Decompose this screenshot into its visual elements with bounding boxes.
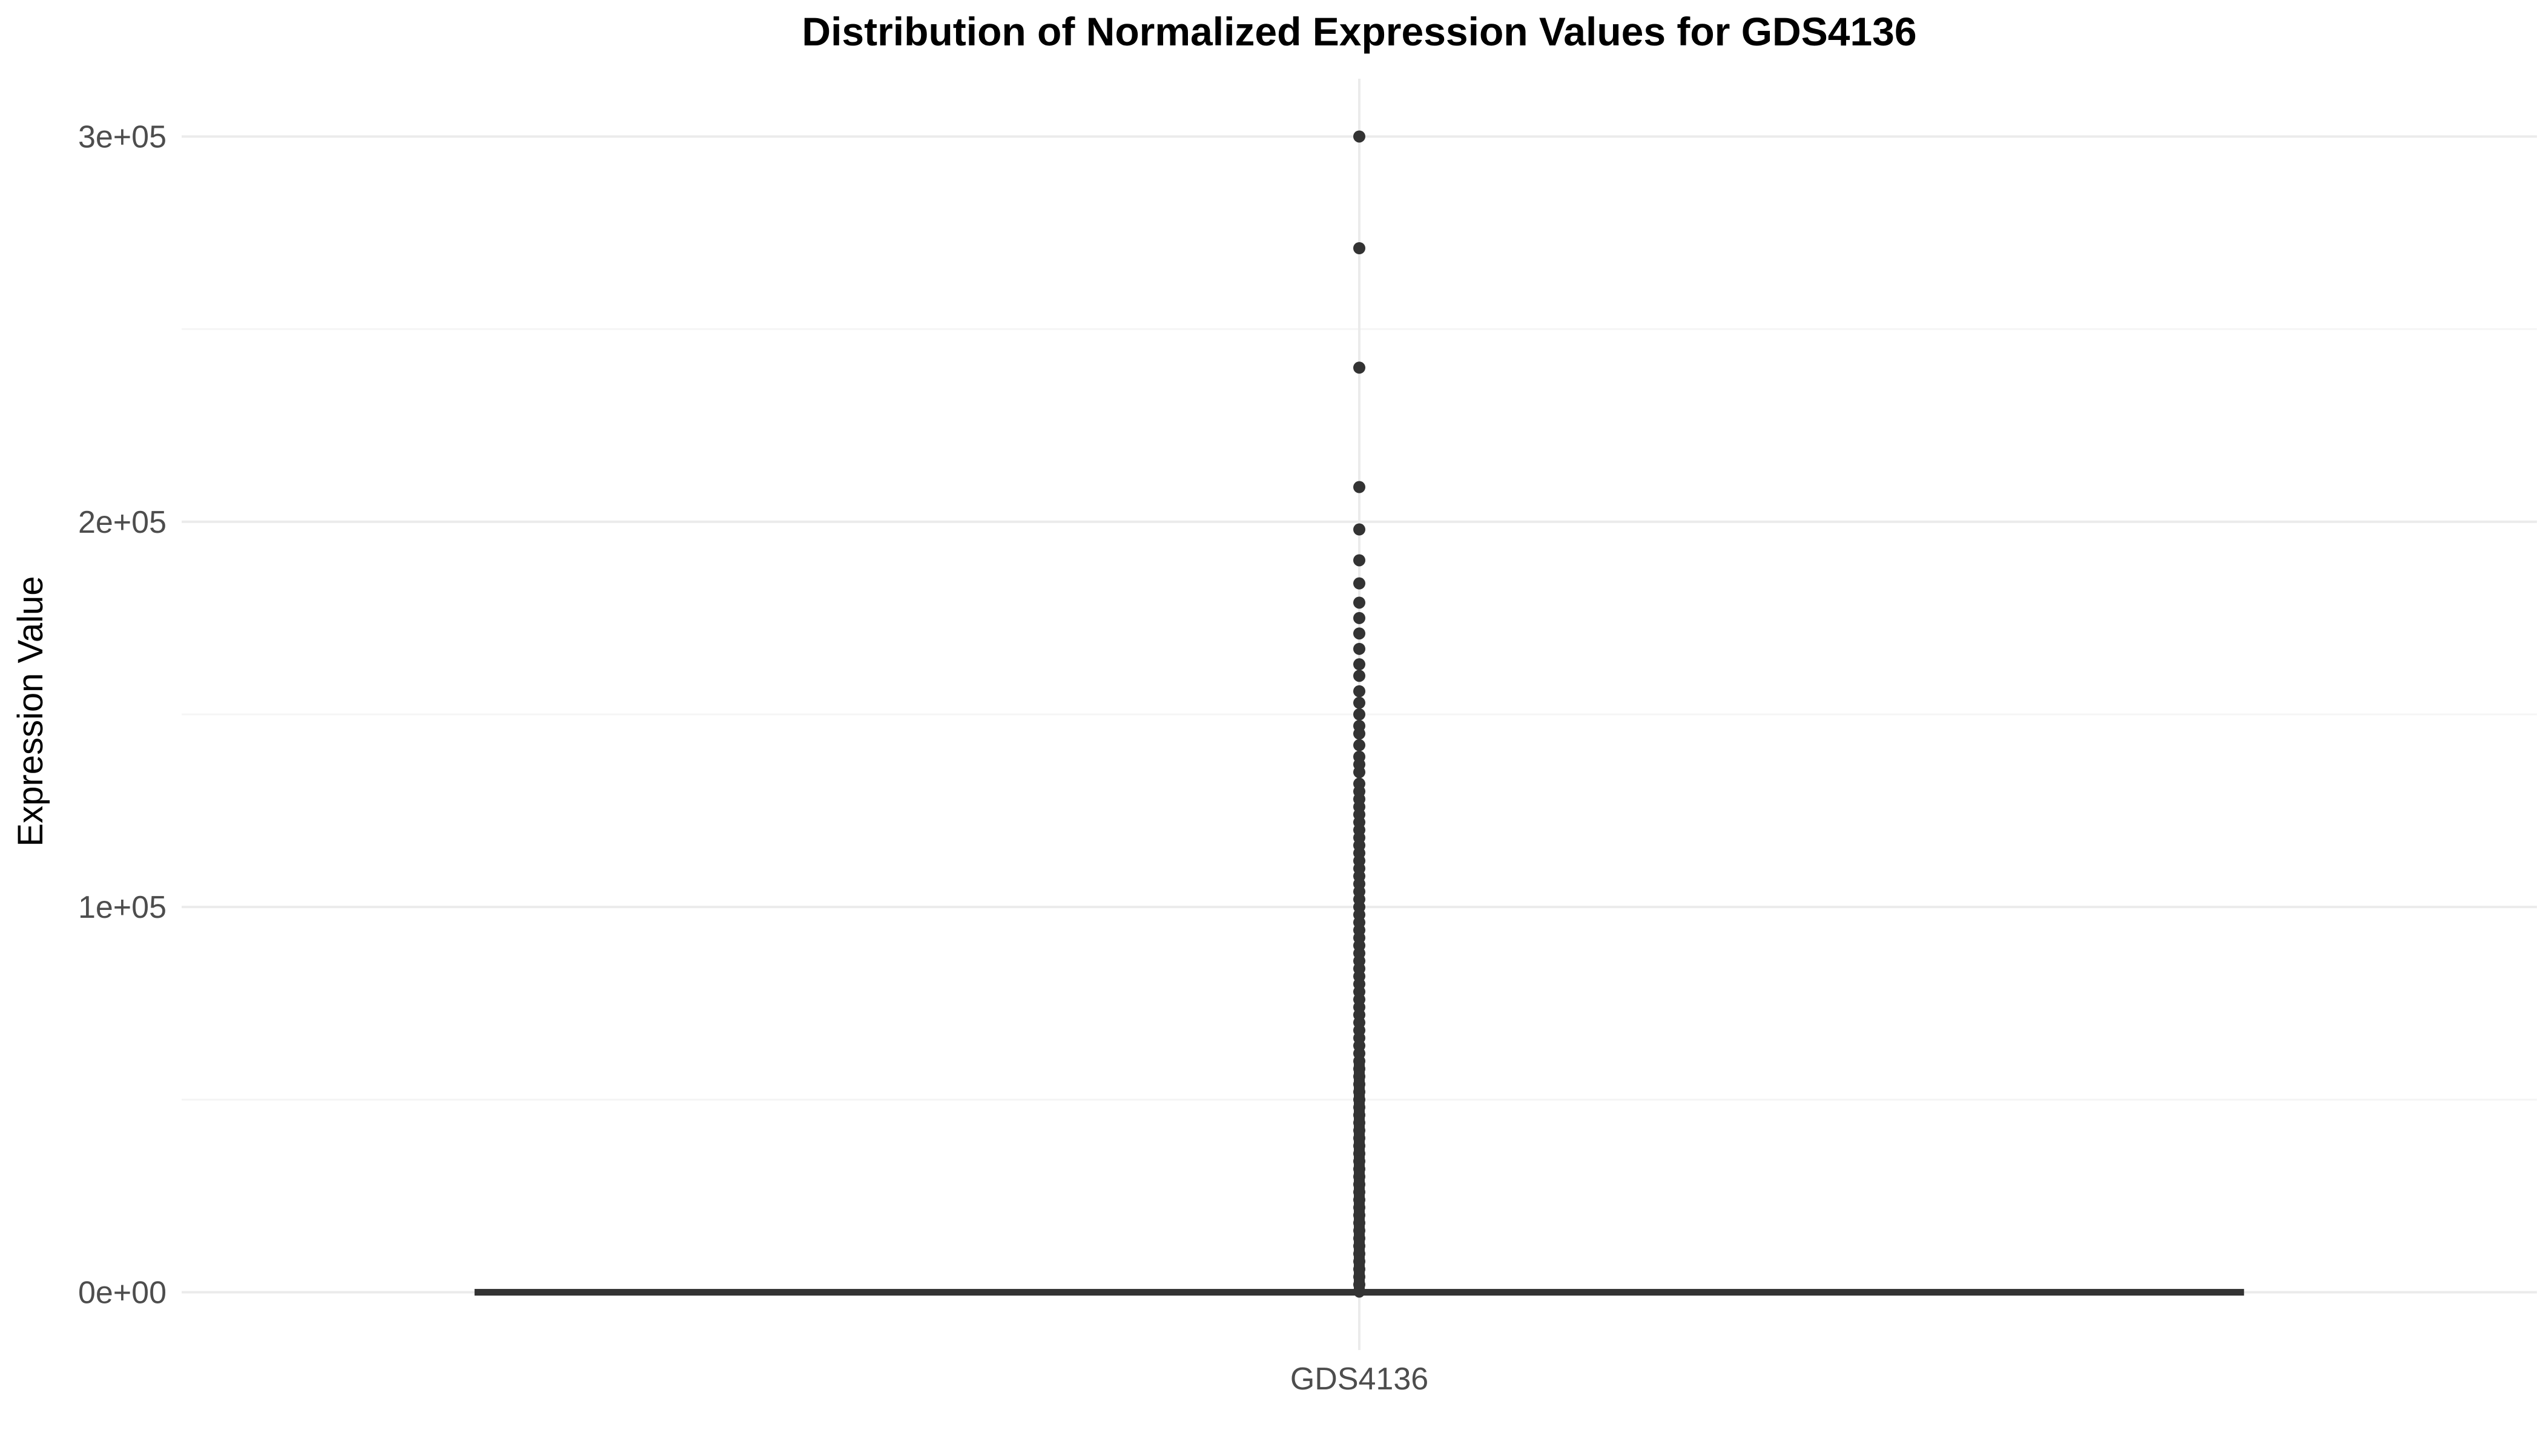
- outlier-point-0: [1353, 130, 1365, 143]
- y-tick-label-1: 1e+05: [78, 890, 167, 925]
- outlier-point-15: [1353, 708, 1365, 720]
- y-tick-label-2: 2e+05: [78, 505, 167, 540]
- outlier-point-8: [1353, 611, 1365, 624]
- outlier-point-11: [1353, 658, 1365, 671]
- outlier-point-87: [1353, 1278, 1365, 1291]
- outlier-point-1: [1353, 242, 1365, 254]
- outlier-point-7: [1353, 596, 1365, 609]
- outlier-point-3: [1353, 481, 1365, 493]
- outlier-point-6: [1353, 577, 1365, 590]
- outlier-point-17: [1353, 727, 1365, 740]
- outlier-point-14: [1353, 696, 1365, 709]
- outlier-point-13: [1353, 685, 1365, 697]
- outlier-point-10: [1353, 642, 1365, 655]
- outlier-point-12: [1353, 670, 1365, 682]
- outlier-point-4: [1353, 523, 1365, 536]
- outlier-point-2: [1353, 361, 1365, 374]
- y-axis-title: Expression Value: [11, 576, 50, 846]
- chart-title: Distribution of Normalized Expression Va…: [802, 9, 1916, 54]
- outlier-layer: [1353, 130, 1365, 1298]
- outlier-point-18: [1353, 739, 1365, 751]
- x-tick-label-0: GDS4136: [1290, 1362, 1428, 1397]
- y-tick-label-3: 3e+05: [78, 119, 167, 154]
- outlier-point-9: [1353, 627, 1365, 640]
- tick-layer: 0e+00 1e+05 2e+05 3e+05 GDS4136: [78, 119, 1428, 1397]
- outlier-point-21: [1353, 766, 1365, 779]
- outlier-point-5: [1353, 554, 1365, 567]
- y-tick-label-0: 0e+00: [78, 1276, 167, 1311]
